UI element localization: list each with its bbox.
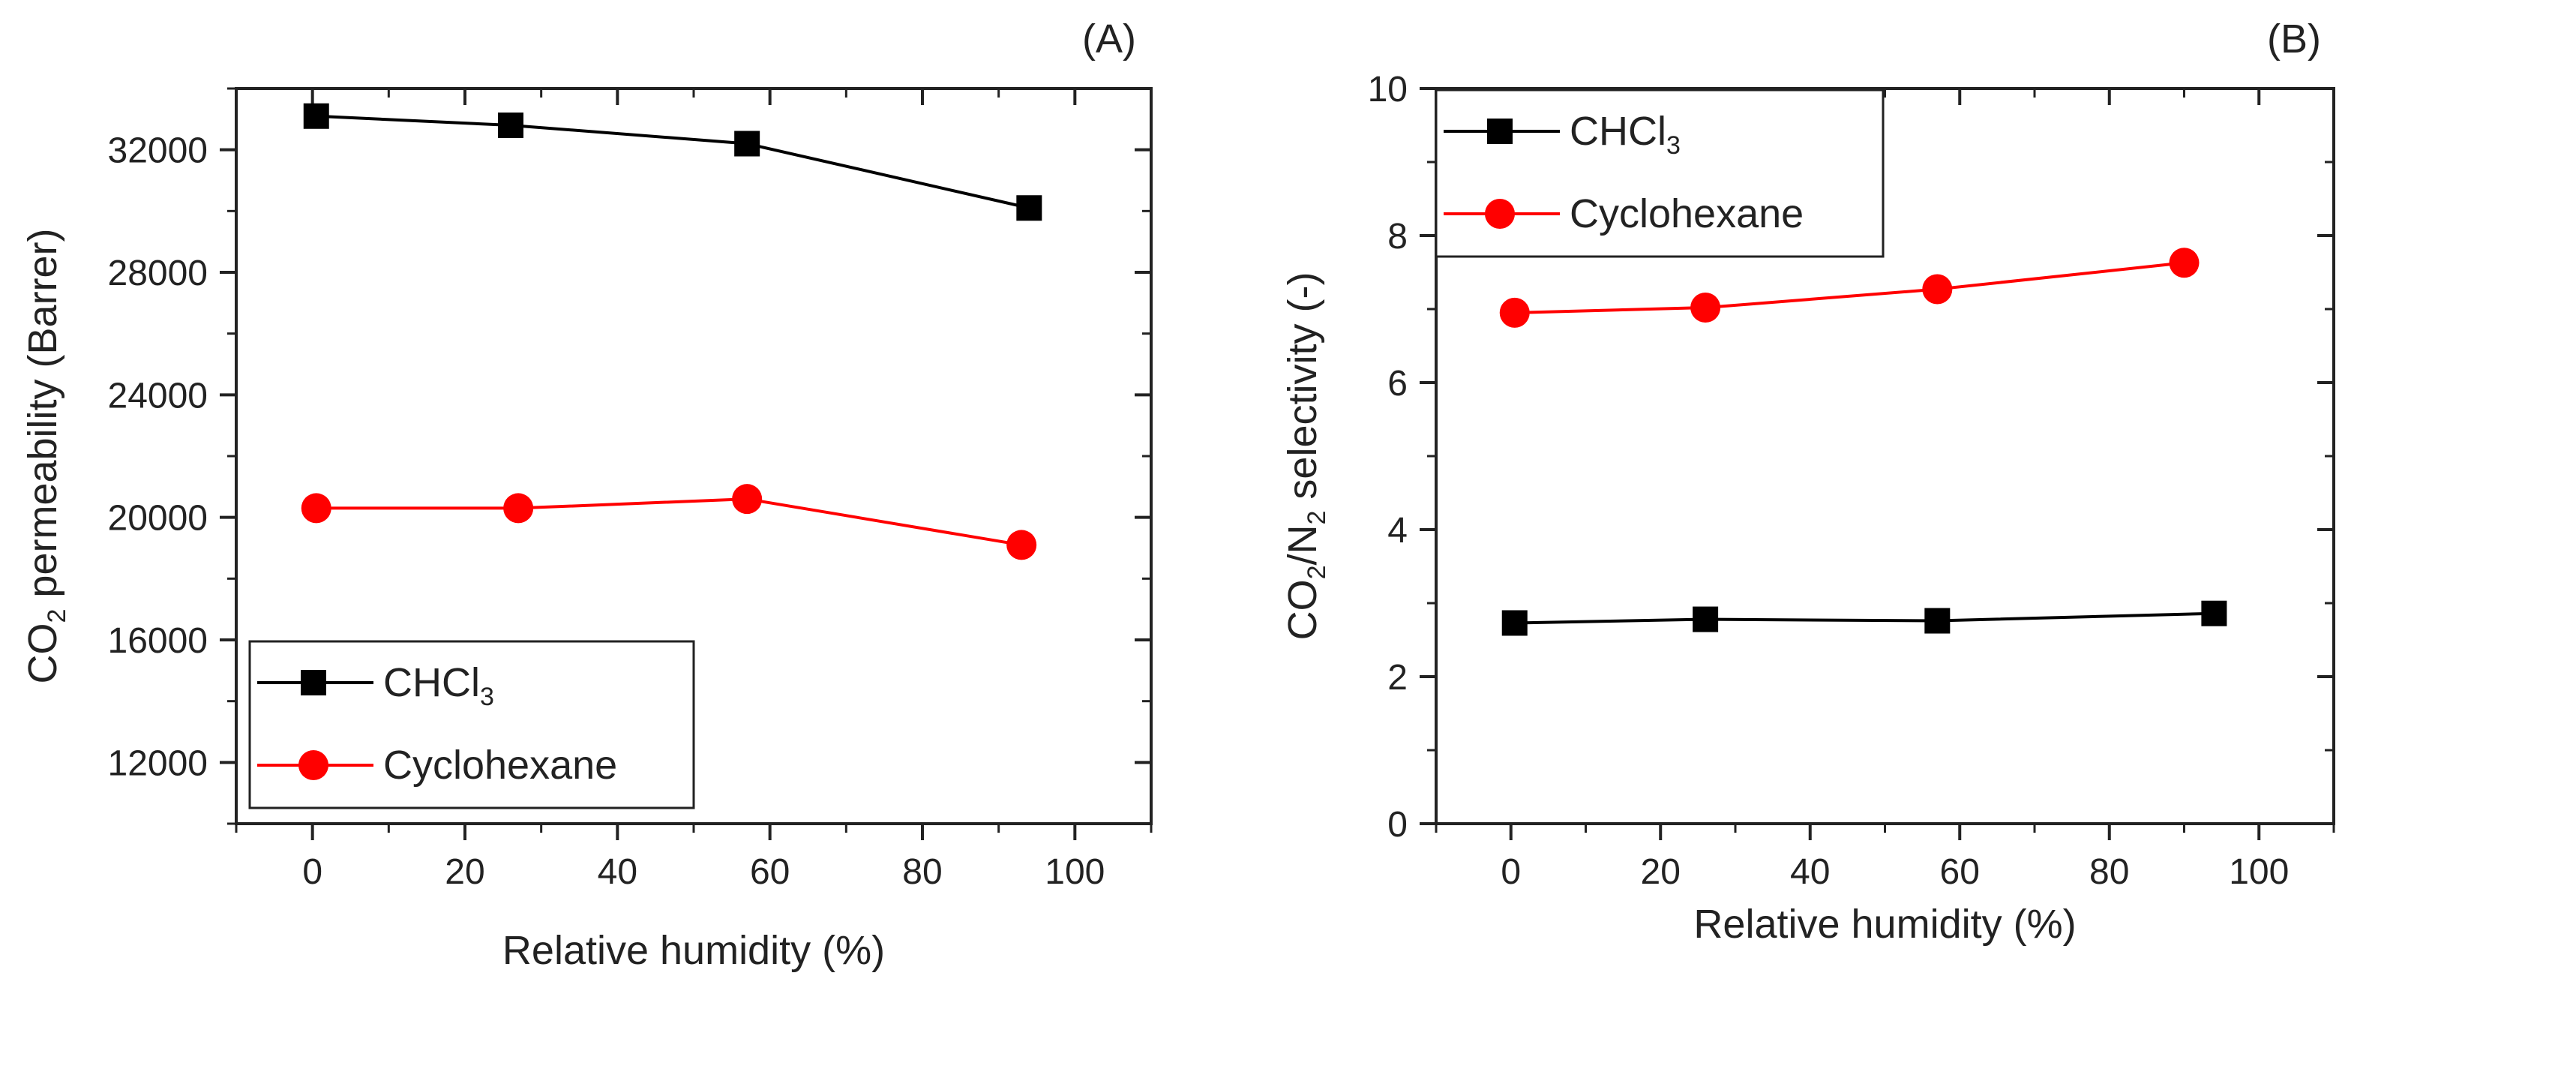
text-run: CO (1280, 579, 1325, 640)
data-point (1690, 293, 1721, 323)
data-point (1922, 274, 1953, 305)
data-point (503, 493, 534, 524)
series-chcl3 (303, 103, 1042, 221)
subscript: 2 (1303, 511, 1331, 525)
series-cyclohexane (1499, 248, 2200, 328)
panel-label: (A) (1082, 17, 1136, 62)
x-tick-label: 40 (598, 852, 637, 892)
y-tick-label: 4 (1387, 511, 1408, 551)
data-point (1006, 530, 1037, 560)
series-line (1514, 611, 2215, 625)
series-line (1514, 261, 2185, 314)
legend-label: Cyclohexane (383, 743, 617, 788)
legend-label: Cyclohexane (1570, 191, 1804, 236)
legend-marker (298, 750, 328, 780)
legend-label: CHCl3 (1570, 109, 1681, 160)
y-tick-label: 8 (1387, 217, 1408, 257)
x-tick-label: 20 (445, 852, 484, 892)
legend-label: CHCl3 (383, 660, 494, 711)
data-point (1501, 610, 1528, 636)
text-run: CO (20, 623, 65, 684)
x-tick-label: 100 (1045, 852, 1105, 892)
series-line (316, 497, 1022, 547)
data-point (2169, 248, 2200, 278)
y-axis-label: CO2 permeability (Barrer) (20, 228, 71, 683)
subscript: 2 (43, 609, 71, 623)
y-tick-label: 6 (1387, 364, 1408, 404)
y-tick-label: 28000 (108, 254, 208, 293)
panel-label: (B) (2267, 17, 2321, 62)
x-tick-label: 100 (2229, 852, 2289, 892)
legend: CHCl3 Cyclohexane (248, 640, 695, 809)
legend-marker (1485, 199, 1515, 229)
text-run: Cyclohexane (383, 743, 617, 788)
x-tick-label: 0 (1501, 852, 1521, 892)
data-point (1924, 608, 1951, 634)
series-cyclohexane (301, 484, 1037, 560)
text-run: permeability (Barrer) (20, 228, 65, 608)
x-tick-label: 40 (1790, 852, 1830, 892)
y-axis-label: CO2/N2 selectivity (-) (1280, 272, 1331, 641)
y-tick-label: 10 (1368, 70, 1408, 110)
x-tick-label: 20 (1641, 852, 1681, 892)
y-tick-label: 12000 (108, 743, 208, 783)
data-point (734, 131, 760, 157)
legend-marker (1487, 119, 1513, 144)
x-tick-label: 60 (750, 852, 790, 892)
y-tick-label: 20000 (108, 499, 208, 539)
text-run: /N (1280, 525, 1325, 566)
text-run: CHCl (1570, 109, 1666, 154)
text-run: Cyclohexane (1570, 191, 1804, 236)
x-tick-label: 80 (2089, 852, 2129, 892)
y-tick-label: 32000 (108, 131, 208, 171)
legend-marker (301, 670, 326, 695)
y-tick-label: 16000 (108, 621, 208, 661)
y-tick-label: 24000 (108, 376, 208, 416)
data-point (2201, 600, 2227, 626)
legend-box (248, 640, 695, 809)
text-run: CHCl (383, 660, 480, 705)
data-point (1693, 606, 1719, 632)
legend: CHCl3 Cyclohexane (1435, 89, 1885, 258)
data-point (303, 103, 329, 129)
data-point (1016, 195, 1042, 221)
x-axis-label: Relative humidity (%) (1693, 902, 2076, 947)
subscript: 3 (480, 683, 494, 711)
x-tick-label: 0 (302, 852, 322, 892)
subscript: 3 (1666, 131, 1681, 160)
data-point (301, 493, 331, 524)
x-tick-label: 80 (902, 852, 942, 892)
chart-panel-a: 0 20 40 60 80 100 12000 16000 20000 24000 28000 320… (20, 17, 1153, 973)
y-tick-label: 2 (1387, 658, 1408, 698)
data-point (732, 484, 763, 515)
series-chcl3 (1501, 600, 2227, 636)
legend-box (1435, 89, 1885, 258)
text-run: selectivity (-) (1280, 272, 1325, 511)
data-point (1499, 297, 1530, 328)
y-tick-label: 0 (1387, 805, 1408, 845)
x-axis-label: Relative humidity (%) (502, 928, 885, 973)
data-point (498, 113, 523, 138)
series-line (316, 114, 1030, 210)
x-tick-label: 60 (1940, 852, 1980, 892)
subscript: 2 (1303, 566, 1331, 580)
chart-panel-b: 0 20 40 60 80 100 0 2 4 6 8 10 Relative humidity (%)… (1280, 17, 2335, 947)
